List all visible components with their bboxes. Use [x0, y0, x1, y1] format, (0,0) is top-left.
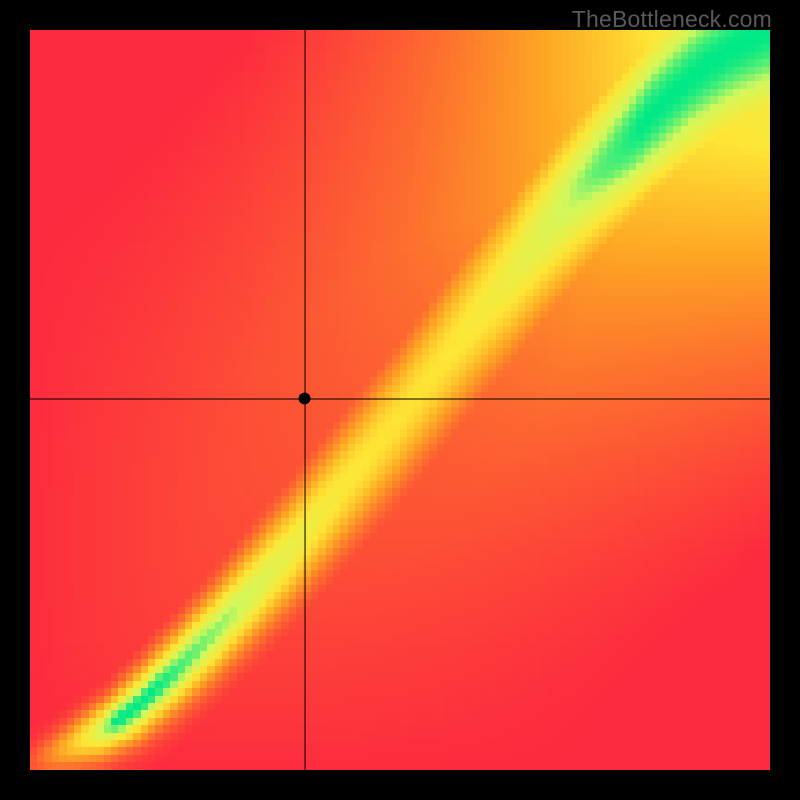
watermark-text: TheBottleneck.com: [572, 6, 772, 33]
bottleneck-heatmap: [30, 30, 770, 770]
